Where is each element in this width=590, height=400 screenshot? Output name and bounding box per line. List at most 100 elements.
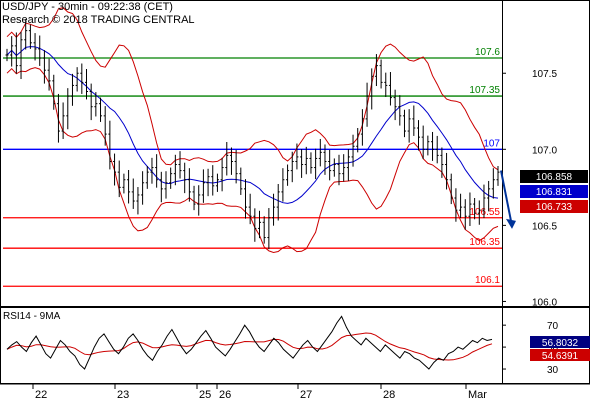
price-bar: [239, 167, 243, 195]
price-bar: [33, 33, 37, 61]
level-label-107: 107: [483, 138, 500, 149]
price-bar: [122, 173, 126, 194]
rsi-panel-frame: [0, 307, 590, 384]
price-bar: [356, 128, 360, 153]
price-bar: [253, 208, 257, 242]
price-bar: [99, 97, 103, 122]
price-bar: [337, 154, 341, 186]
x-tick-label: 26: [219, 389, 231, 400]
rsi-label-text: 56.8032: [542, 338, 579, 349]
price-bar: [328, 149, 332, 181]
price-bar: [10, 36, 14, 67]
price-bar: [192, 185, 196, 211]
x-tick-label: 22: [35, 389, 47, 400]
price-y-tick-label: 107.5: [532, 69, 557, 80]
price-bar: [84, 68, 88, 100]
price-bar: [468, 192, 472, 226]
price-bar: [28, 24, 32, 49]
price-bar: [47, 58, 51, 91]
price-bar: [173, 154, 177, 186]
price-bar: [89, 83, 93, 121]
level-label-106-35: 106.35: [469, 237, 500, 248]
price-bar: [66, 88, 70, 130]
price-bar: [351, 134, 355, 167]
price-bar: [295, 143, 299, 170]
price-bar: [262, 216, 266, 244]
price-bar: [491, 168, 495, 199]
price-bar: [370, 68, 374, 110]
price-bar: [80, 63, 84, 94]
price-bar: [384, 72, 388, 97]
rsi-line: [6, 315, 493, 370]
price-bar: [342, 154, 346, 182]
price-bar: [127, 169, 131, 204]
price-bar: [412, 105, 416, 136]
price-bar: [164, 171, 168, 199]
price-bar: [206, 168, 210, 197]
price-bar: [374, 54, 378, 87]
price-bar: [426, 135, 430, 156]
price-bar: [117, 160, 121, 198]
price-bar: [407, 109, 411, 143]
price-bar: [248, 193, 252, 225]
price-bar: [431, 131, 435, 161]
price-bar: [482, 184, 486, 219]
rsi-ma-line: [6, 332, 493, 361]
price-bar: [24, 19, 28, 50]
price-label-text: 106.858: [536, 172, 573, 183]
price-bar: [281, 168, 285, 202]
price-label-text: 106.831: [536, 187, 573, 198]
price-bar: [103, 106, 107, 146]
price-bar: [379, 59, 383, 89]
price-bar: [5, 48, 9, 62]
price-bar: [187, 168, 191, 202]
rsi-y-tick-label: 70: [547, 321, 559, 332]
price-bar: [477, 200, 481, 225]
price-bar: [393, 89, 397, 121]
price-label-box: [520, 185, 588, 198]
price-bar: [75, 67, 79, 92]
level-label-106-1: 106.1: [475, 275, 500, 286]
price-bar: [304, 146, 308, 175]
price-bar: [286, 164, 290, 186]
forecast-arrow-head: [506, 218, 516, 229]
price-bar: [234, 149, 238, 184]
price-bar: [276, 183, 280, 221]
price-bar: [267, 208, 271, 250]
price-bar: [61, 102, 65, 139]
price-bar: [459, 193, 463, 219]
level-label-107-6: 107.6: [475, 47, 500, 58]
price-bar: [421, 125, 425, 160]
price-bar: [360, 109, 364, 146]
price-bar: [454, 188, 458, 222]
price-label-box: [520, 200, 588, 213]
price-bar: [346, 149, 350, 181]
price-bar: [463, 199, 467, 230]
x-tick-label: 23: [117, 389, 129, 400]
price-bar: [323, 144, 327, 175]
price-bar: [398, 95, 402, 126]
price-bar: [52, 74, 56, 110]
price-bar: [183, 162, 187, 194]
price-bar: [229, 147, 233, 175]
price-bar: [14, 32, 18, 74]
price-bar: [258, 210, 262, 239]
price-bar: [496, 166, 500, 186]
price-y-tick-label: 106.0: [532, 297, 557, 308]
x-tick-label: 28: [383, 389, 395, 400]
level-label-107-35: 107.35: [469, 85, 500, 96]
x-tick-label: 27: [300, 389, 312, 400]
bollinger-lower-line: [6, 67, 499, 254]
price-bar: [449, 173, 453, 205]
rsi-y-tick-label: 30: [547, 365, 559, 376]
price-bar: [243, 179, 247, 219]
rsi-label-box: [530, 336, 590, 348]
x-tick-label: 25: [199, 389, 211, 400]
price-bar: [225, 142, 229, 176]
price-bar: [169, 167, 173, 189]
price-bar: [42, 50, 46, 84]
price-bar: [215, 173, 219, 192]
price-bar: [70, 73, 74, 106]
price-bar: [314, 148, 318, 180]
